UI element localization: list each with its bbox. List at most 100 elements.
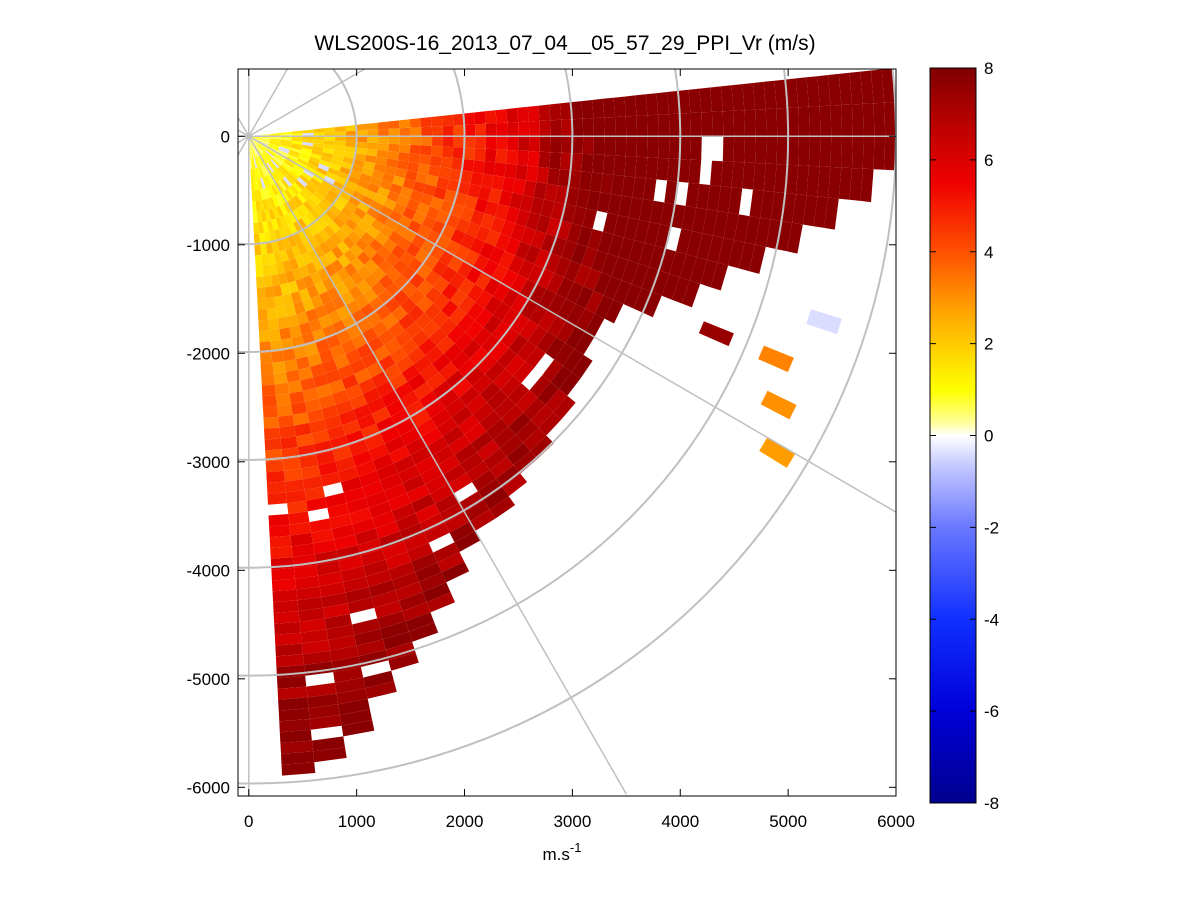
colorbar-tick-label: 4 xyxy=(984,243,993,262)
velocity-gate xyxy=(571,118,584,137)
velocity-gate xyxy=(437,552,465,573)
velocity-gate xyxy=(830,136,843,168)
velocity-gate xyxy=(278,192,287,204)
velocity-gate xyxy=(411,329,430,348)
velocity-gate xyxy=(429,328,448,346)
colorbar: 8 6 4 2 0 -2 -4 -6 -8 xyxy=(929,59,999,813)
velocity-gate xyxy=(343,487,366,504)
velocity-gate xyxy=(431,115,443,127)
velocity-gate xyxy=(307,408,325,423)
velocity-gate xyxy=(335,176,348,186)
velocity-gate xyxy=(264,150,273,160)
velocity-gate xyxy=(388,493,412,512)
velocity-gate xyxy=(268,197,276,209)
velocity-gate xyxy=(625,115,638,137)
velocity-gate xyxy=(498,190,513,207)
velocity-gate xyxy=(537,268,555,289)
velocity-gate xyxy=(628,240,645,264)
velocity-gate xyxy=(356,130,368,137)
x-tick-label: 2000 xyxy=(446,812,484,831)
velocity-gate xyxy=(792,194,807,225)
velocity-gate xyxy=(425,286,442,304)
velocity-gate xyxy=(497,348,517,369)
velocity-gate xyxy=(277,272,288,285)
velocity-gate xyxy=(636,115,648,137)
velocity-gate xyxy=(327,286,341,301)
velocity-gate xyxy=(474,111,486,125)
velocity-gate xyxy=(259,138,270,142)
plot-area: 0 1000 2000 3000 4000 5000 6000 0 -1000 -2000 -30… xyxy=(187,68,915,831)
velocity-gate xyxy=(378,531,404,550)
velocity-gate xyxy=(359,173,372,183)
velocity-gate xyxy=(431,310,450,329)
velocity-gate xyxy=(744,109,756,137)
velocity-gate xyxy=(273,372,288,385)
velocity-gate xyxy=(449,307,467,325)
velocity-gate xyxy=(477,478,503,501)
velocity-gate xyxy=(323,300,337,315)
velocity-gate xyxy=(338,555,364,572)
velocity-gate xyxy=(479,381,501,403)
velocity-gate xyxy=(269,263,278,276)
velocity-gate xyxy=(473,327,492,347)
velocity-gate xyxy=(523,427,547,451)
velocity-gate xyxy=(530,197,545,215)
velocity-gate xyxy=(474,198,489,214)
velocity-gate xyxy=(742,162,756,190)
velocity-gate xyxy=(698,321,734,347)
velocity-gate xyxy=(607,194,622,216)
velocity-gate xyxy=(334,677,366,694)
velocity-gate xyxy=(707,235,724,263)
velocity-gate xyxy=(723,212,739,241)
velocity-gate xyxy=(465,221,481,238)
velocity-gate xyxy=(527,264,545,285)
velocity-gate xyxy=(286,200,296,212)
y-tick-label: -6000 xyxy=(187,778,230,797)
velocity-gate xyxy=(335,136,346,142)
velocity-gate xyxy=(852,136,864,169)
velocity-gate xyxy=(293,195,304,207)
velocity-gate xyxy=(517,106,529,123)
velocity-gate xyxy=(884,102,896,137)
velocity-gate xyxy=(486,418,509,440)
velocity-gate xyxy=(344,180,358,191)
velocity-gate xyxy=(311,529,334,544)
velocity-gate xyxy=(482,259,499,278)
velocity-gate xyxy=(251,179,255,191)
velocity-gate xyxy=(681,205,697,231)
velocity-gate xyxy=(255,255,263,267)
velocity-gate xyxy=(272,589,298,603)
velocity-gate xyxy=(506,107,519,123)
velocity-gate xyxy=(249,147,253,158)
velocity-gate xyxy=(335,131,346,137)
velocity-gate xyxy=(327,310,342,325)
velocity-gate xyxy=(527,105,540,122)
velocity-gate xyxy=(744,136,756,163)
velocity-gate xyxy=(331,259,344,273)
velocity-gate xyxy=(384,217,399,231)
velocity-gate xyxy=(337,241,350,255)
velocity-gate xyxy=(774,164,788,193)
velocity-gate xyxy=(525,212,541,231)
axes-frame xyxy=(237,68,897,797)
velocity-gate xyxy=(257,155,264,166)
velocity-gate xyxy=(841,104,853,137)
velocity-gate xyxy=(320,197,333,209)
velocity-gate xyxy=(367,129,379,137)
x-tick-label: 5000 xyxy=(769,812,807,831)
velocity-gate xyxy=(398,313,415,331)
velocity-gate xyxy=(544,183,558,202)
velocity-gate xyxy=(291,140,303,145)
velocity-gate xyxy=(383,363,402,381)
velocity-gate xyxy=(540,233,557,253)
velocity-gate xyxy=(326,334,341,349)
velocity-gate xyxy=(371,170,385,180)
velocity-gate xyxy=(253,168,258,180)
velocity-gate xyxy=(336,268,351,282)
velocity-gate xyxy=(312,539,337,555)
velocity-gate xyxy=(613,280,632,304)
velocity-gate xyxy=(399,522,425,542)
velocity-gate xyxy=(307,693,339,709)
x-tick-label: 4000 xyxy=(661,812,699,831)
velocity-gate xyxy=(806,76,820,107)
